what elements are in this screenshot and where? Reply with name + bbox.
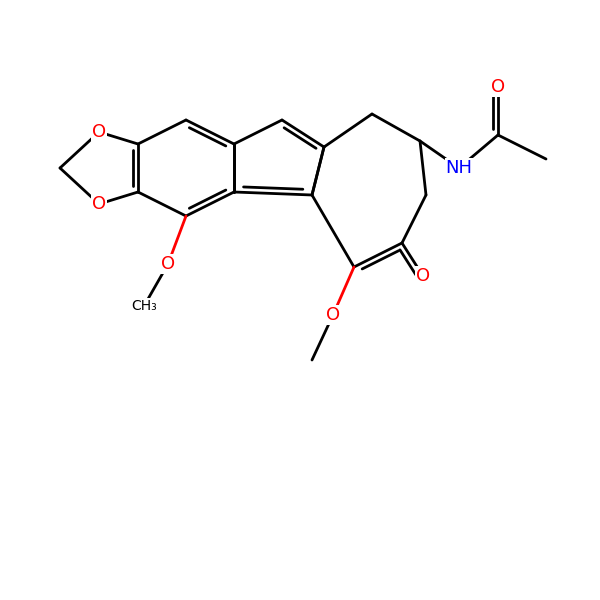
Text: O: O (92, 195, 106, 213)
Text: CH₃: CH₃ (131, 299, 157, 313)
Text: O: O (161, 255, 175, 273)
Text: NH: NH (445, 159, 473, 177)
Text: O: O (491, 78, 505, 96)
Text: O: O (92, 123, 106, 141)
Text: O: O (416, 267, 430, 285)
Text: O: O (326, 306, 340, 324)
